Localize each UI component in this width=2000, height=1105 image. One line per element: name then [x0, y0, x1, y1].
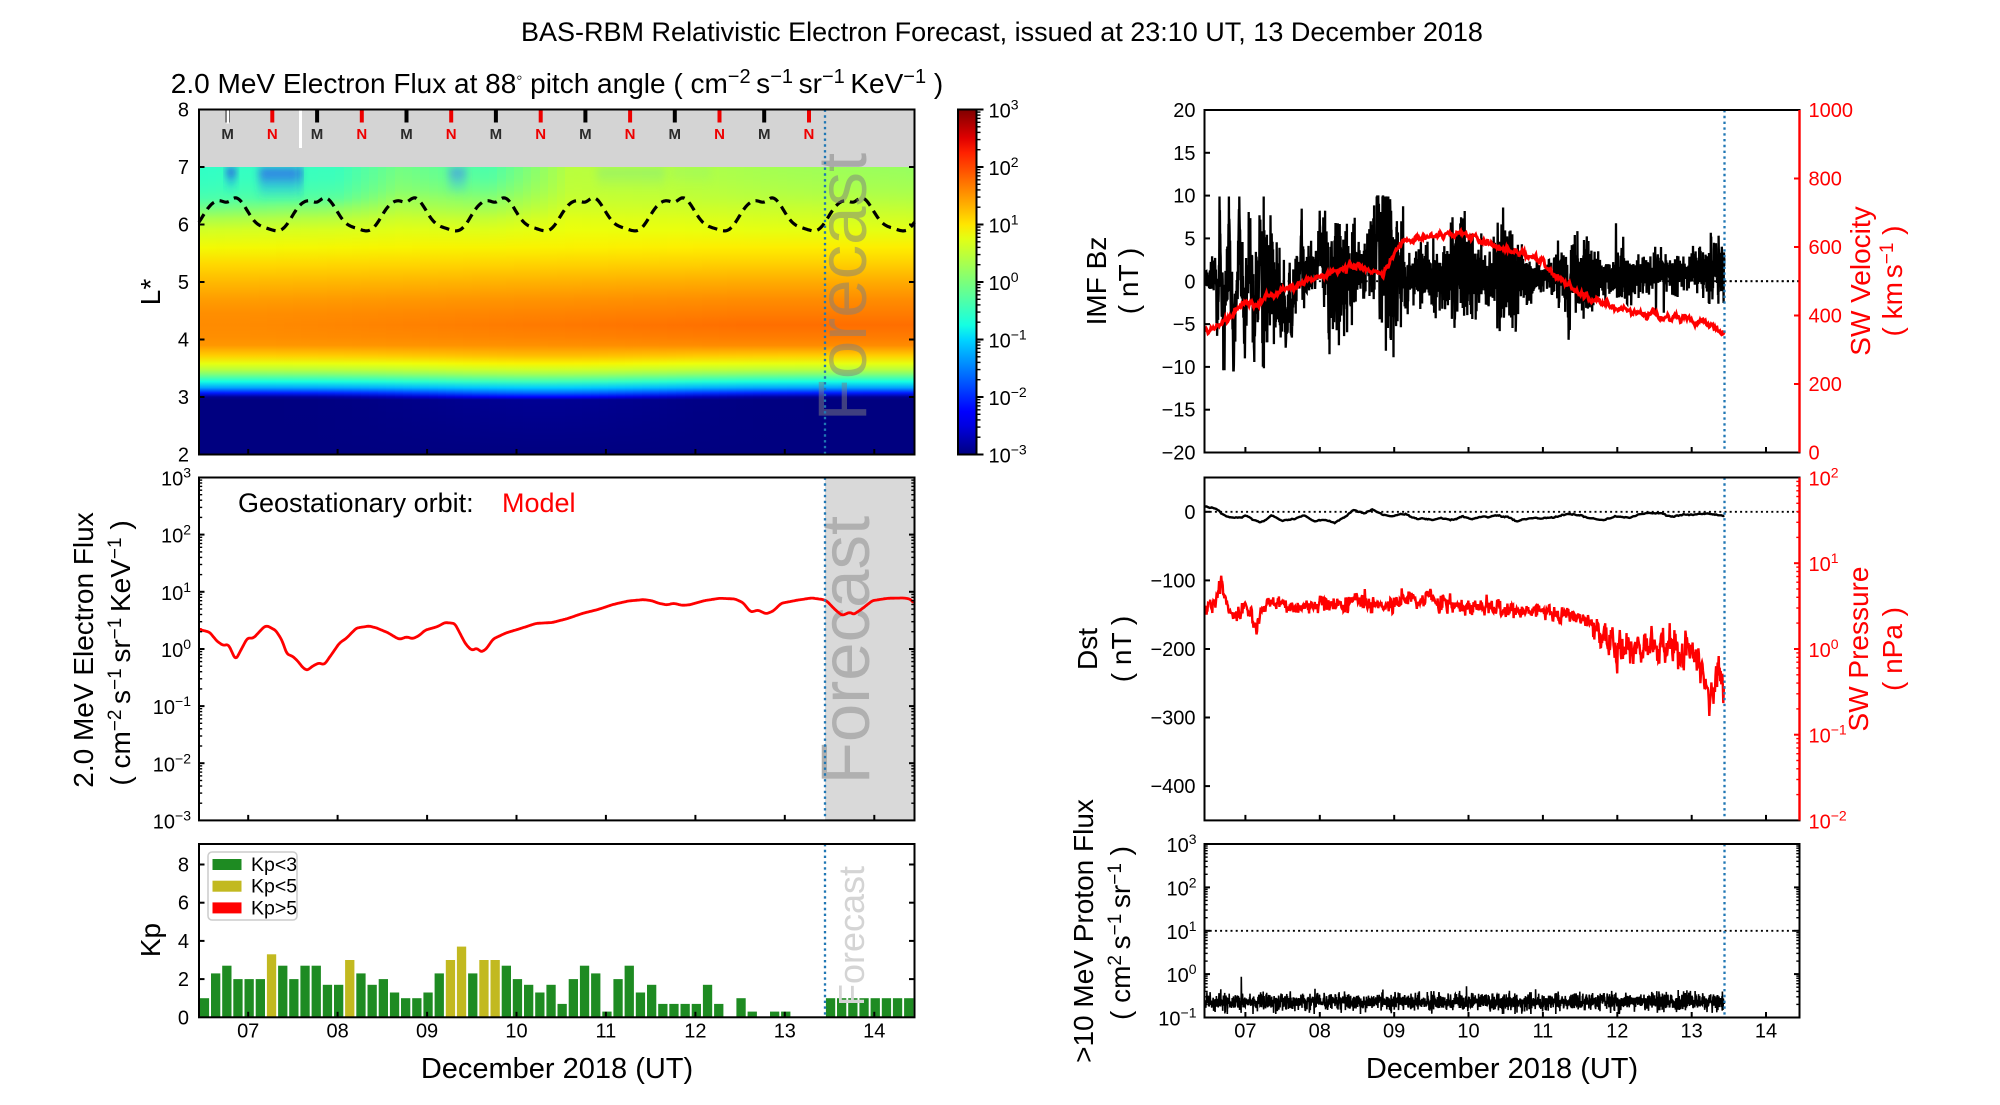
svg-text:Model: Model: [502, 488, 576, 518]
svg-text:1000: 1000: [1809, 100, 1854, 122]
svg-text:−15: −15: [1162, 400, 1196, 422]
svg-text:L*: L*: [135, 279, 166, 306]
svg-text:10−2: 10−2: [989, 384, 1027, 410]
svg-text:200: 200: [1809, 374, 1842, 396]
svg-text:4: 4: [178, 330, 189, 352]
svg-text:2: 2: [178, 969, 189, 991]
svg-text:20: 20: [1173, 100, 1195, 122]
svg-text:10: 10: [1457, 1021, 1479, 1043]
svg-text:08: 08: [327, 1021, 349, 1043]
svg-text:2.0 MeV Electron Flux at 88◦ p: 2.0 MeV Electron Flux at 88◦ pitch angle…: [171, 66, 943, 99]
svg-text:12: 12: [1606, 1021, 1628, 1043]
svg-text:Dst: Dst: [1072, 628, 1103, 670]
svg-text:7: 7: [178, 157, 189, 179]
svg-text:December 2018 (UT): December 2018 (UT): [421, 1053, 693, 1085]
svg-text:09: 09: [1383, 1021, 1405, 1043]
svg-text:BAS-RBM Relativistic Electron: BAS-RBM Relativistic Electron Forecast, …: [521, 17, 1483, 47]
svg-text:2.0 MeV Electron Flux: 2.0 MeV Electron Flux: [68, 512, 99, 787]
svg-text:M: M: [221, 126, 234, 143]
svg-text:14: 14: [863, 1021, 885, 1043]
svg-text:09: 09: [416, 1021, 438, 1043]
svg-text:10: 10: [1173, 186, 1195, 208]
svg-text:M: M: [490, 126, 503, 143]
svg-text:N: N: [267, 126, 278, 143]
svg-text:11: 11: [596, 1021, 617, 1043]
svg-text:( nT ): ( nT ): [1106, 616, 1137, 682]
svg-text:−200: −200: [1150, 639, 1195, 661]
svg-text:14: 14: [1755, 1021, 1777, 1043]
svg-text:M: M: [669, 126, 682, 143]
svg-text:−100: −100: [1150, 570, 1195, 592]
svg-text:N: N: [714, 126, 725, 143]
svg-text:0: 0: [1184, 502, 1195, 524]
svg-text:Forecast: Forecast: [804, 153, 881, 421]
svg-text:−20: −20: [1162, 443, 1196, 465]
svg-text:N: N: [804, 126, 815, 143]
svg-text:M: M: [579, 126, 592, 143]
svg-text:0: 0: [178, 1007, 189, 1029]
svg-text:Forecast: Forecast: [807, 516, 884, 784]
svg-text:N: N: [625, 126, 636, 143]
svg-text:10: 10: [505, 1021, 527, 1043]
svg-text:( nPa ): ( nPa ): [1877, 607, 1908, 691]
svg-text:2: 2: [178, 445, 189, 467]
svg-text:101: 101: [989, 212, 1019, 238]
svg-text:400: 400: [1809, 306, 1842, 328]
svg-text:5: 5: [178, 272, 189, 294]
svg-text:0: 0: [1184, 271, 1195, 293]
svg-text:Kp: Kp: [135, 923, 166, 957]
svg-text:SW Velocity: SW Velocity: [1845, 206, 1876, 355]
svg-text:11: 11: [1533, 1021, 1554, 1043]
svg-text:13: 13: [1681, 1021, 1703, 1043]
svg-text:5: 5: [1184, 228, 1195, 250]
svg-text:>10 MeV Proton Flux: >10 MeV Proton Flux: [1068, 799, 1099, 1063]
svg-text:07: 07: [237, 1021, 259, 1043]
svg-text:8: 8: [178, 100, 189, 122]
svg-text:15: 15: [1173, 143, 1195, 165]
svg-text:8: 8: [178, 855, 189, 877]
svg-text:0: 0: [1809, 443, 1820, 465]
svg-text:Kp<3: Kp<3: [251, 854, 297, 876]
svg-text:−400: −400: [1150, 776, 1195, 798]
svg-text:08: 08: [1309, 1021, 1331, 1043]
svg-text:6: 6: [178, 893, 189, 915]
svg-text:10−2: 10−2: [153, 750, 191, 776]
svg-text:07: 07: [1234, 1021, 1256, 1043]
svg-text:600: 600: [1809, 237, 1842, 259]
svg-text:800: 800: [1809, 169, 1842, 191]
svg-text:4: 4: [178, 931, 189, 953]
svg-text:Kp>5: Kp>5: [251, 897, 297, 919]
svg-text:M: M: [758, 126, 771, 143]
svg-text:6: 6: [178, 215, 189, 237]
svg-text:M: M: [400, 126, 413, 143]
svg-text:December 2018 (UT): December 2018 (UT): [1366, 1053, 1638, 1085]
svg-text:( cm−2 s−1 sr−1 KeV−1 ): ( cm−2 s−1 sr−1 KeV−1 ): [105, 520, 136, 785]
svg-text:13: 13: [774, 1021, 796, 1043]
svg-text:Kp<5: Kp<5: [251, 876, 297, 898]
svg-text:SW Pressure: SW Pressure: [1843, 567, 1874, 732]
svg-text:N: N: [535, 126, 546, 143]
svg-text:−10: −10: [1162, 357, 1196, 379]
svg-text:Forecast: Forecast: [831, 866, 872, 1006]
svg-text:Geostationary orbit:: Geostationary orbit:: [238, 488, 474, 518]
svg-text:−300: −300: [1150, 708, 1195, 730]
svg-text:( nT ): ( nT ): [1113, 248, 1144, 314]
svg-text:IMF Bz: IMF Bz: [1081, 237, 1112, 326]
svg-text:N: N: [356, 126, 367, 143]
svg-text:10−2: 10−2: [1809, 807, 1847, 833]
svg-text:M: M: [311, 126, 324, 143]
svg-text:3: 3: [178, 387, 189, 409]
svg-text:12: 12: [684, 1021, 706, 1043]
svg-text:−5: −5: [1173, 314, 1196, 336]
svg-text:N: N: [446, 126, 457, 143]
